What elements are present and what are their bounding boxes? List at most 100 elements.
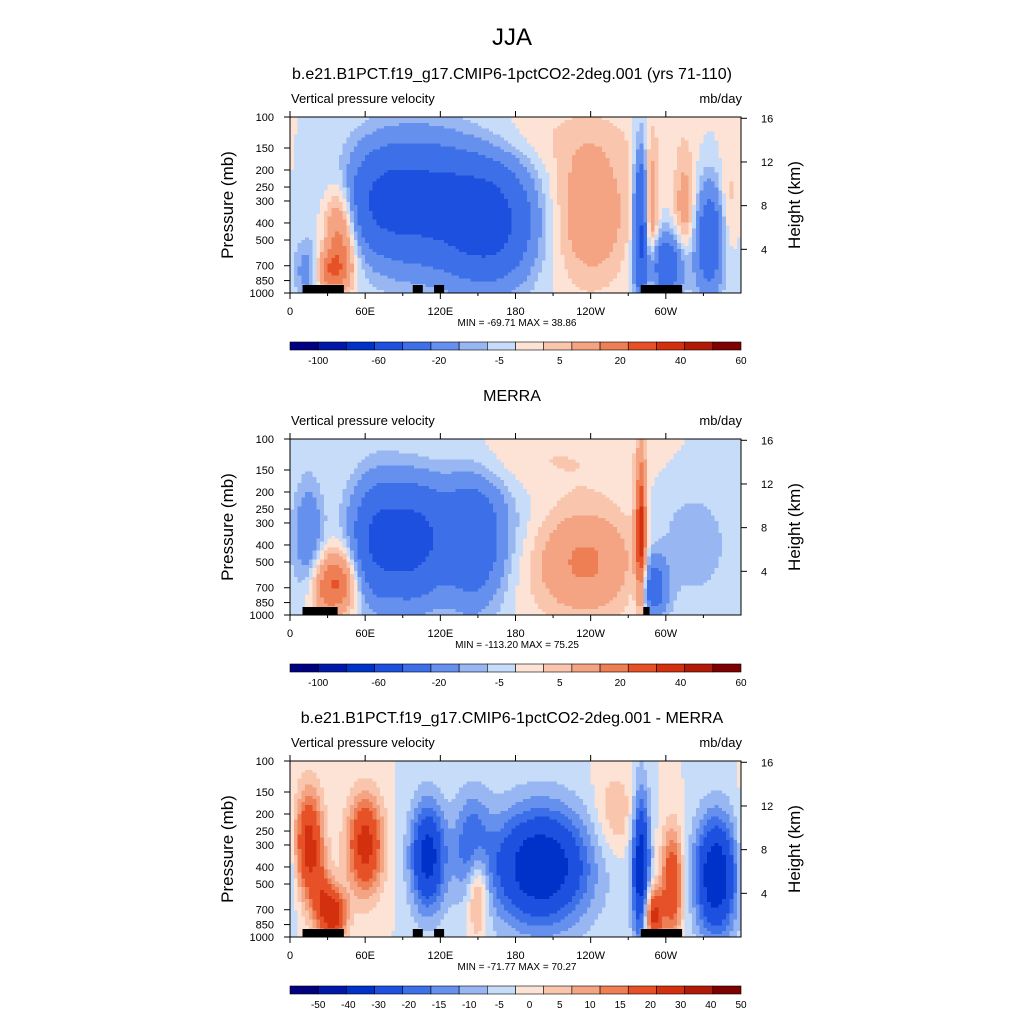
- field-cell: [500, 202, 505, 206]
- field-cell: [583, 125, 588, 130]
- field-cell: [308, 128, 313, 133]
- field-cell: [699, 207, 704, 212]
- field-cell: [688, 117, 693, 121]
- field-cell: [507, 196, 513, 200]
- field-cell: [575, 187, 580, 191]
- field-cell: [305, 193, 310, 197]
- field-cell: [725, 152, 731, 156]
- field-cell: [511, 122, 516, 127]
- field-cell: [361, 125, 366, 130]
- field-cell: [553, 213, 558, 218]
- field-cell: [481, 137, 486, 141]
- field-cell: [579, 169, 584, 174]
- field-cell: [519, 125, 524, 130]
- field-cell: [350, 205, 355, 209]
- field-cell: [737, 158, 742, 162]
- field-cell: [327, 166, 332, 171]
- field-cell: [628, 117, 633, 121]
- field-cell: [545, 184, 550, 188]
- field-cell: [346, 134, 351, 138]
- field-cell: [290, 119, 295, 124]
- field-cell: [523, 163, 528, 168]
- field-cell: [474, 149, 479, 153]
- field-cell: [365, 225, 370, 229]
- field-cell: [425, 146, 430, 150]
- field-cell: [357, 149, 362, 153]
- field-cell: [620, 146, 625, 150]
- field-cell: [353, 210, 359, 215]
- field-cell: [297, 119, 302, 124]
- field-cell: [658, 122, 663, 127]
- field-cell: [575, 178, 580, 182]
- field-cell: [526, 119, 531, 124]
- field-cell: [346, 149, 351, 153]
- field-cell: [305, 122, 310, 127]
- field-cell: [632, 117, 637, 121]
- field-cell: [485, 134, 490, 138]
- field-cell: [729, 202, 734, 206]
- field-cell: [590, 210, 595, 215]
- field-cell: [474, 155, 479, 159]
- field-cell: [601, 149, 607, 153]
- field-cell: [586, 219, 592, 223]
- field-cell: [692, 216, 697, 221]
- field-cell: [665, 193, 670, 197]
- field-cell: [594, 196, 599, 200]
- field-cell: [647, 213, 652, 218]
- field-cell: [594, 175, 599, 179]
- field-cell: [342, 125, 347, 130]
- field-cell: [519, 119, 524, 124]
- field-cell: [598, 199, 603, 203]
- field-cell: [361, 196, 366, 200]
- field-cell: [530, 231, 535, 235]
- field-cell: [308, 137, 313, 141]
- field-cell: [530, 205, 535, 209]
- field-cell: [346, 166, 351, 171]
- field-cell: [481, 152, 486, 156]
- field-cell: [624, 213, 629, 218]
- field-cell: [447, 228, 453, 232]
- field-cell: [417, 172, 422, 177]
- field-cell: [549, 152, 554, 156]
- field-cell: [308, 175, 313, 179]
- panel-title: b.e21.B1PCT.f19_g17.CMIP6-1pctCO2-2deg.0…: [292, 66, 732, 83]
- field-cell: [432, 184, 437, 188]
- field-cell: [466, 210, 471, 215]
- field-cell: [598, 193, 603, 197]
- field-cell: [481, 163, 486, 168]
- field-cell: [665, 128, 670, 133]
- field-cell: [395, 152, 400, 156]
- field-cell: [301, 146, 306, 150]
- field-cell: [575, 190, 580, 194]
- field-cell: [451, 187, 456, 191]
- field-cell: [301, 134, 306, 138]
- field-cell: [729, 196, 734, 200]
- field-cell: [613, 172, 618, 177]
- field-cell: [601, 169, 607, 174]
- field-cell: [429, 152, 434, 156]
- field-cell: [571, 143, 577, 147]
- field-cell: [511, 196, 516, 200]
- field-cell: [425, 225, 430, 229]
- field-cell: [556, 172, 561, 177]
- field-cell: [616, 137, 622, 141]
- field-cell: [526, 184, 531, 188]
- field-cell: [436, 202, 441, 206]
- field-cell: [327, 225, 332, 229]
- field-cell: [357, 193, 362, 197]
- field-cell: [402, 143, 407, 147]
- field-cell: [368, 146, 374, 150]
- field-cell: [526, 205, 531, 209]
- field-cell: [492, 237, 498, 241]
- field-cell: [455, 163, 460, 168]
- field-cell: [410, 222, 415, 226]
- field-cell: [459, 205, 464, 209]
- field-cell: [477, 187, 483, 191]
- field-cell: [601, 219, 607, 223]
- field-cell: [402, 117, 407, 121]
- field-cell: [398, 158, 404, 162]
- field-cell: [526, 146, 531, 150]
- field-cell: [459, 131, 464, 135]
- field-cell: [609, 125, 614, 130]
- field-cell: [553, 143, 558, 147]
